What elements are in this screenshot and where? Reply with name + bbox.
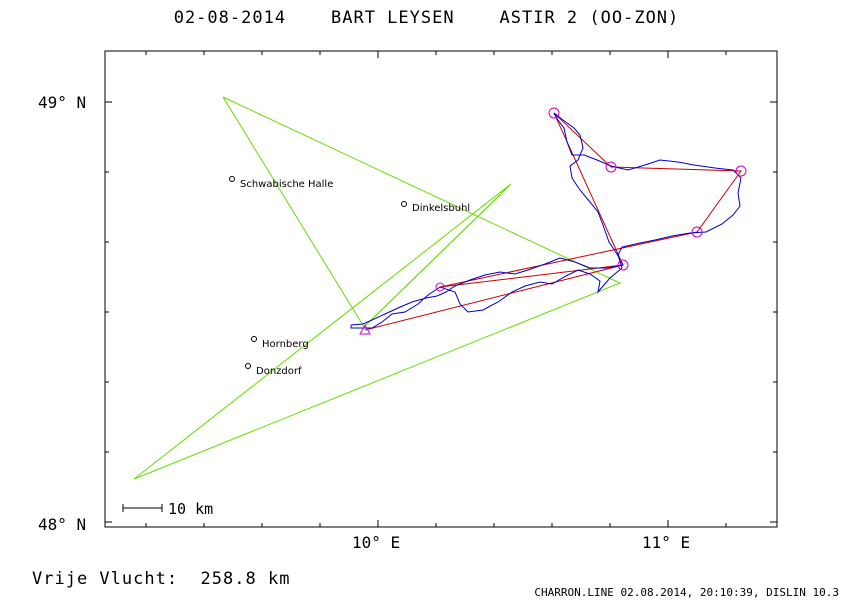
town-label: Donzdorf: [256, 366, 302, 377]
lon-label-10: 10° E: [352, 533, 400, 552]
map-title: 02-08-2014 BART LEYSEN ASTIR 2 (OO-ZON): [173, 8, 680, 28]
green-track: [133, 96, 622, 480]
distance-readout: Vrije Vlucht: 258.8 km: [32, 569, 290, 589]
scale-bar: [122, 504, 163, 512]
task-route: [364, 112, 742, 331]
town-label: Dinkelsbuhl: [412, 203, 470, 214]
lon-ticks: [145, 51, 727, 527]
lat-label-48: 48° N: [38, 515, 86, 534]
distance-value: 258.8 km: [200, 569, 291, 589]
town-label: Schwabische Halle: [240, 179, 333, 190]
green-track-2: [363, 194, 501, 328]
town-markers: [229, 176, 407, 369]
map-frame: [104, 50, 778, 528]
credit-line: CHARRON.LINE 02.08.2014, 20:10:39, DISLI…: [534, 586, 839, 599]
turnpoints: [435, 107, 747, 292]
flight-track: [350, 112, 742, 329]
lon-label-11: 11° E: [642, 533, 690, 552]
scale-label: 10 km: [168, 500, 213, 518]
start-triangle: [359, 323, 371, 335]
distance-label: Vrije Vlucht:: [32, 569, 179, 589]
town-label: Hornberg: [262, 339, 309, 350]
lat-ticks: [105, 101, 777, 523]
lat-label-49: 49° N: [38, 93, 86, 112]
